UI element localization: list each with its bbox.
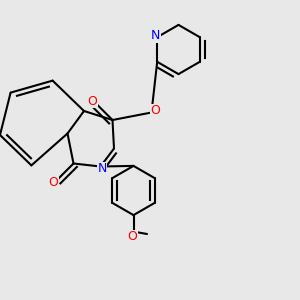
Text: O: O [88, 94, 97, 108]
Text: O: O [127, 230, 137, 244]
Text: O: O [49, 176, 58, 190]
Text: N: N [151, 29, 160, 42]
Text: O: O [150, 104, 160, 118]
Text: N: N [97, 162, 107, 176]
